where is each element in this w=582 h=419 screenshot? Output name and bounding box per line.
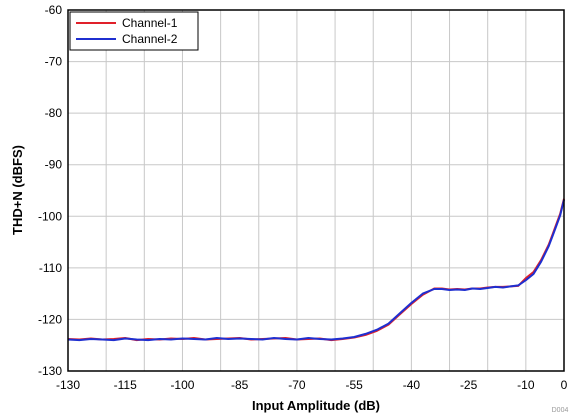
y-tick-label: -60 [45,3,63,17]
x-tick-labels: -130 -115 -100 -85 -70 -55 -40 -25 -10 0 [56,378,568,392]
y-tick-label: -80 [45,106,63,120]
figure-code: D004 [552,407,569,414]
y-tick-labels: -60 -70 -80 -90 -100 -110 -120 -130 [38,3,62,378]
x-tick-label: -40 [403,378,421,392]
y-tick-label: -100 [38,209,62,223]
legend-label-channel-2: Channel-2 [122,32,178,46]
series-line-channel-2 [67,199,565,342]
legend-box [69,11,199,51]
y-axis-title: THD+N (dBFS) [10,145,25,235]
x-axis-title: Input Amplitude (dB) [252,398,380,413]
legend: Channel-1 Channel-2 [69,11,199,51]
x-tick-label: -85 [231,378,249,392]
x-tick-label: -100 [170,378,194,392]
legend-label-channel-1: Channel-1 [122,16,178,30]
y-tick-label: -90 [45,158,63,172]
plot-frame [67,9,565,372]
x-tick-label: 0 [561,378,568,392]
series-line-channel-1 [67,198,565,342]
x-tick-label: -115 [114,378,137,392]
grid-lines [68,10,564,371]
x-tick-label: -70 [288,378,306,392]
y-tick-label: -110 [39,261,62,275]
series-lines [67,198,565,342]
x-tick-label: -25 [460,378,478,392]
y-tick-label: -120 [38,312,62,326]
y-tick-label: -70 [45,55,63,69]
x-tick-label: -55 [345,378,363,392]
x-tick-label: -130 [56,378,80,392]
x-tick-label: -10 [517,378,535,392]
y-tick-label: -130 [38,364,62,378]
